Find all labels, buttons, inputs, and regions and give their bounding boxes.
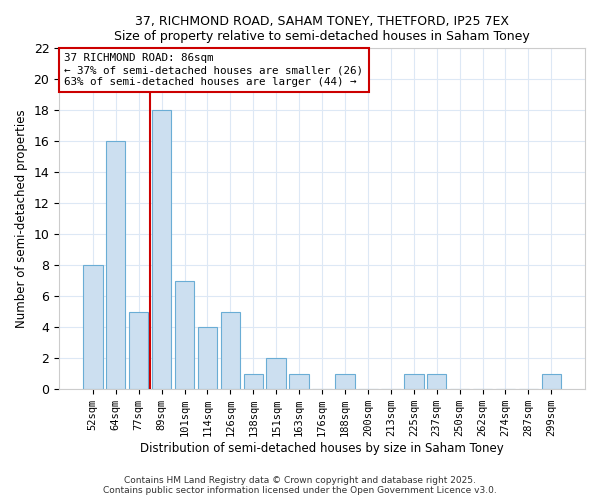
Bar [427,374,446,389]
Title: 37, RICHMOND ROAD, SAHAM TONEY, THETFORD, IP25 7EX
Size of property relative to : 37, RICHMOND ROAD, SAHAM TONEY, THETFORD… [114,15,530,43]
X-axis label: Distribution of semi-detached houses by size in Saham Toney: Distribution of semi-detached houses by … [140,442,504,455]
Bar [266,358,286,389]
Bar [106,142,125,389]
Bar [221,312,240,389]
Bar [197,327,217,389]
Bar [404,374,424,389]
Bar [129,312,148,389]
Bar [289,374,309,389]
Bar [335,374,355,389]
Bar [244,374,263,389]
Y-axis label: Number of semi-detached properties: Number of semi-detached properties [15,110,28,328]
Bar [175,281,194,389]
Bar [152,110,172,389]
Text: 37 RICHMOND ROAD: 86sqm
← 37% of semi-detached houses are smaller (26)
63% of se: 37 RICHMOND ROAD: 86sqm ← 37% of semi-de… [64,54,364,86]
Bar [83,266,103,389]
Bar [542,374,561,389]
Text: Contains HM Land Registry data © Crown copyright and database right 2025.
Contai: Contains HM Land Registry data © Crown c… [103,476,497,495]
